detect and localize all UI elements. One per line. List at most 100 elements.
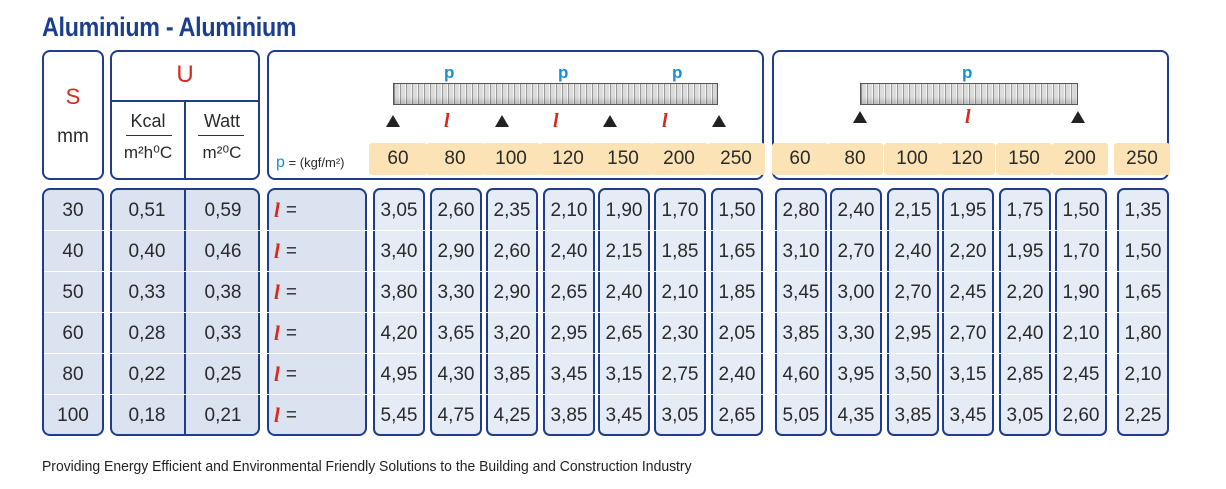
span-value-multi: 4,95 bbox=[380, 363, 418, 385]
span-value-multi: 3,30 bbox=[437, 281, 475, 303]
span-value-single: 2,45 bbox=[949, 281, 987, 303]
span-value-multi: 4,75 bbox=[437, 404, 475, 426]
row-separator bbox=[44, 230, 1167, 231]
p-equals: = (kgf/m²) bbox=[288, 155, 345, 170]
load-value-multi: 80 bbox=[426, 143, 484, 175]
span-l-3: l bbox=[662, 110, 668, 132]
span-label: l = bbox=[274, 231, 297, 272]
span-label: l = bbox=[274, 395, 297, 436]
span-value-multi: 2,10 bbox=[661, 281, 699, 303]
s-label: S bbox=[65, 84, 81, 109]
span-value-multi: 1,85 bbox=[661, 240, 699, 262]
span-value-single: 2,20 bbox=[949, 240, 987, 262]
support-triangle-icon bbox=[386, 115, 400, 127]
load-value-single: 80 bbox=[827, 143, 883, 175]
span-value-multi: 2,65 bbox=[718, 404, 756, 426]
span-value-multi: 4,30 bbox=[437, 363, 475, 385]
span-value-multi: 2,40 bbox=[605, 281, 643, 303]
page-title: Aluminium - Aluminium bbox=[42, 12, 297, 42]
load-value-multi: 100 bbox=[482, 143, 540, 175]
span-equals: = bbox=[285, 404, 297, 426]
span-value-multi: 3,45 bbox=[605, 404, 643, 426]
span-value-multi: 2,15 bbox=[605, 240, 643, 262]
kcal-value: 0,33 bbox=[128, 281, 166, 303]
kcal-value: 0,18 bbox=[128, 404, 166, 426]
support-triangle-icon bbox=[853, 111, 867, 123]
p-symbol: p bbox=[276, 154, 285, 171]
load-value-single: 120 bbox=[939, 143, 995, 175]
span-value-multi: 2,10 bbox=[550, 199, 588, 221]
watt-value: 0,38 bbox=[204, 281, 242, 303]
load-value-single: 100 bbox=[884, 143, 940, 175]
span-value-single: 2,70 bbox=[949, 322, 987, 344]
load-value-multi: 120 bbox=[539, 143, 597, 175]
span-value-multi: 2,40 bbox=[718, 363, 756, 385]
span-value-single: 3,85 bbox=[894, 404, 932, 426]
span-value-multi: 2,95 bbox=[550, 322, 588, 344]
kcal-value: 0,28 bbox=[128, 322, 166, 344]
span-value-single: 5,05 bbox=[782, 404, 820, 426]
load-value-single: 200 bbox=[1052, 143, 1108, 175]
u-label: U bbox=[176, 61, 194, 88]
load-value-multi: 150 bbox=[594, 143, 652, 175]
span-l-single: l bbox=[965, 106, 971, 128]
span-value-multi: 3,80 bbox=[380, 281, 418, 303]
span-value-multi: 3,20 bbox=[493, 322, 531, 344]
span-l-symbol: l bbox=[274, 403, 280, 427]
span-value-single: 2,70 bbox=[894, 281, 932, 303]
watt-unit: m²⁰C bbox=[202, 143, 242, 162]
kcal-fraction-line bbox=[126, 135, 172, 136]
load-value-single: 250 bbox=[1114, 143, 1170, 175]
span-value-multi: 3,40 bbox=[380, 240, 418, 262]
span-value-multi: 1,65 bbox=[718, 240, 756, 262]
span-value-multi: 2,30 bbox=[661, 322, 699, 344]
span-value-single: 1,50 bbox=[1124, 240, 1162, 262]
support-triangle-icon bbox=[712, 115, 726, 127]
span-value-single: 3,05 bbox=[1006, 404, 1044, 426]
span-value-multi: 3,15 bbox=[605, 363, 643, 385]
span-value-single: 1,80 bbox=[1124, 322, 1162, 344]
thickness-value: 40 bbox=[62, 240, 84, 262]
thickness-value: 30 bbox=[62, 199, 84, 221]
span-value-multi: 1,70 bbox=[661, 199, 699, 221]
kcal-unit: m²h⁰C bbox=[123, 143, 173, 162]
span-value-single: 1,50 bbox=[1062, 199, 1100, 221]
span-value-multi: 3,05 bbox=[380, 199, 418, 221]
span-value-multi: 3,05 bbox=[661, 404, 699, 426]
span-value-multi: 2,05 bbox=[718, 322, 756, 344]
span-value-single: 1,75 bbox=[1006, 199, 1044, 221]
span-value-multi: 2,65 bbox=[550, 281, 588, 303]
span-value-multi: 2,40 bbox=[550, 240, 588, 262]
footer-text: Providing Energy Efficient and Environme… bbox=[42, 458, 692, 475]
span-value-single: 2,40 bbox=[837, 199, 875, 221]
span-value-single: 1,90 bbox=[1062, 281, 1100, 303]
watt-label: Watt bbox=[203, 110, 241, 131]
thickness-value: 80 bbox=[62, 363, 84, 385]
span-value-single: 3,10 bbox=[782, 240, 820, 262]
support-triangle-icon bbox=[603, 115, 617, 127]
span-value-single: 2,40 bbox=[1006, 322, 1044, 344]
watt-value: 0,46 bbox=[204, 240, 242, 262]
span-value-single: 2,80 bbox=[782, 199, 820, 221]
load-p-3: p bbox=[672, 63, 683, 82]
span-value-single: 2,15 bbox=[894, 199, 932, 221]
span-value-multi: 5,45 bbox=[380, 404, 418, 426]
span-value-single: 1,95 bbox=[949, 199, 987, 221]
span-value-multi: 2,35 bbox=[493, 199, 531, 221]
span-value-multi: 3,85 bbox=[493, 363, 531, 385]
kcal-value: 0,22 bbox=[128, 363, 166, 385]
span-value-multi: 1,85 bbox=[718, 281, 756, 303]
watt-value: 0,33 bbox=[204, 322, 242, 344]
p-unit-label: p = (kgf/m²) bbox=[276, 154, 345, 172]
kcal-label: Kcal bbox=[130, 110, 166, 131]
span-value-single: 2,85 bbox=[1006, 363, 1044, 385]
span-value-multi: 1,90 bbox=[605, 199, 643, 221]
span-value-single: 2,25 bbox=[1124, 404, 1162, 426]
kcal-value: 0,40 bbox=[128, 240, 166, 262]
span-label: l = bbox=[274, 272, 297, 313]
span-value-multi: 2,60 bbox=[493, 240, 531, 262]
span-value-multi: 3,65 bbox=[437, 322, 475, 344]
span-value-multi: 3,45 bbox=[550, 363, 588, 385]
watt-value: 0,21 bbox=[204, 404, 242, 426]
load-value-single: 60 bbox=[772, 143, 828, 175]
